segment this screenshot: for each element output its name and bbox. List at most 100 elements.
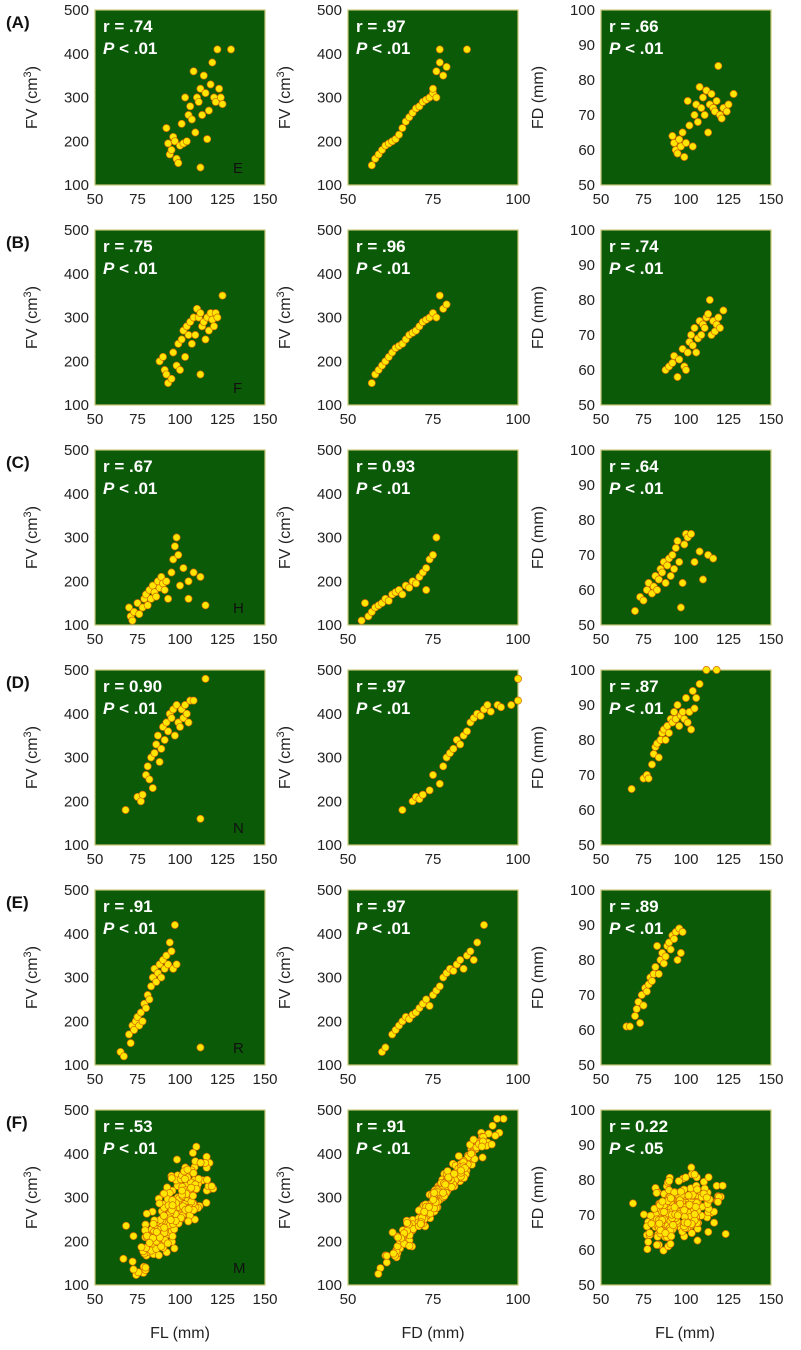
data-point	[160, 586, 169, 594]
data-point	[673, 701, 682, 709]
y-tick-label: 100	[317, 177, 342, 194]
data-point	[196, 1043, 205, 1052]
x-tick-label: 100	[505, 1291, 530, 1308]
x-tick-label: 50	[87, 631, 104, 648]
data-point	[683, 348, 692, 357]
y-tick-label: 100	[570, 2, 595, 19]
scatter-panel: 100 200 300 400 500 50 75 100 FV (cm3) r = .96 P <…	[275, 222, 531, 428]
data-point	[690, 558, 699, 566]
data-point	[121, 806, 130, 814]
y-tick-label: 500	[64, 442, 89, 459]
y-tick-label: 400	[64, 926, 89, 943]
y-axis-label: FV (cm3)	[275, 66, 294, 129]
data-point	[170, 921, 179, 929]
y-tick-label: 100	[64, 617, 89, 634]
y-axis-label: FV (cm3)	[275, 946, 294, 1009]
y-axis-label: FD (mm)	[530, 946, 547, 1009]
data-point	[367, 379, 376, 388]
x-axis-title-right: FL (mm)	[655, 1325, 715, 1342]
y-tick-label: 70	[578, 327, 595, 344]
data-point	[673, 537, 682, 545]
data-point	[653, 942, 662, 950]
data-point	[130, 1026, 139, 1034]
data-point	[429, 771, 437, 779]
data-point	[162, 370, 171, 379]
p-value-label: P < .01	[103, 699, 157, 718]
y-tick-label: 500	[64, 662, 89, 679]
data-point	[685, 121, 694, 130]
data-point	[381, 1043, 390, 1052]
y-tick-label: 400	[64, 46, 89, 63]
data-point	[700, 324, 709, 332]
y-tick-label: 50	[578, 177, 595, 194]
data-point	[138, 1017, 147, 1026]
data-point	[477, 1142, 486, 1151]
data-point	[167, 374, 176, 383]
y-axis-label: FV (cm3)	[22, 946, 41, 1009]
data-point	[202, 1198, 211, 1207]
x-tick-label: 100	[167, 1071, 192, 1088]
data-point	[422, 995, 431, 1004]
data-point	[167, 568, 176, 577]
data-point	[162, 577, 171, 586]
data-point	[646, 1211, 655, 1220]
data-point	[164, 594, 173, 603]
data-point	[168, 1201, 177, 1210]
y-axis-label: FV (cm3)	[275, 1166, 294, 1229]
data-point	[374, 1269, 383, 1278]
data-point	[469, 956, 478, 964]
data-point	[181, 701, 190, 709]
scatter-panel: 100 200 300 400 500 50 75 100 FV (cm3) r = 0.93 P …	[275, 442, 531, 648]
data-point	[170, 731, 179, 740]
data-point	[691, 1203, 700, 1211]
data-point	[687, 1163, 696, 1172]
data-point	[210, 322, 218, 331]
y-tick-label: 90	[578, 257, 595, 274]
y-tick-label: 100	[570, 1102, 595, 1119]
x-tick-label: 150	[758, 191, 783, 208]
y-tick-label: 70	[578, 107, 595, 124]
y-tick-label: 200	[64, 1233, 89, 1250]
data-point	[652, 1189, 661, 1197]
data-point	[666, 1239, 675, 1248]
data-point	[631, 1012, 639, 1020]
y-tick-label: 400	[317, 486, 342, 503]
data-point	[665, 1176, 674, 1185]
data-point	[676, 603, 685, 612]
y-tick-label: 500	[64, 1102, 89, 1119]
y-tick-label: 500	[317, 882, 342, 899]
data-point	[357, 616, 366, 625]
y-tick-label: 200	[317, 793, 342, 810]
data-point	[683, 1218, 692, 1227]
data-point	[152, 740, 161, 749]
data-point	[142, 1004, 150, 1013]
group-letter: H	[233, 600, 244, 617]
correlation-label: r = .89	[609, 897, 659, 916]
y-tick-label: 200	[317, 133, 342, 150]
y-axis-label: FV (cm3)	[22, 1166, 41, 1229]
data-point	[173, 1155, 181, 1164]
data-point	[693, 1185, 702, 1194]
data-point	[167, 1174, 176, 1183]
data-point	[639, 1210, 648, 1219]
data-point	[201, 335, 210, 344]
data-point	[678, 708, 687, 716]
y-tick-label: 100	[317, 617, 342, 634]
data-point	[670, 708, 679, 716]
data-point	[160, 736, 169, 744]
scatter-panel: 50 60 70 80 90 100 50 75 100 125 150 FD (mm) r = .87…	[530, 662, 784, 868]
data-point	[439, 762, 448, 771]
x-tick-label: 50	[87, 851, 104, 868]
plot-area	[347, 889, 519, 1066]
data-point	[208, 58, 217, 67]
data-point	[119, 1254, 128, 1263]
data-point	[693, 1236, 702, 1245]
data-point	[441, 1180, 450, 1189]
data-point	[216, 93, 225, 102]
data-point	[184, 594, 193, 603]
data-point	[661, 736, 670, 744]
y-axis-label: FV (cm3)	[22, 506, 41, 569]
scatter-panel: 100 200 300 400 500 50 75 100 125 150 FV (cm3) (D) r…	[6, 662, 278, 868]
y-tick-label: 200	[317, 1013, 342, 1030]
data-point	[191, 331, 200, 339]
